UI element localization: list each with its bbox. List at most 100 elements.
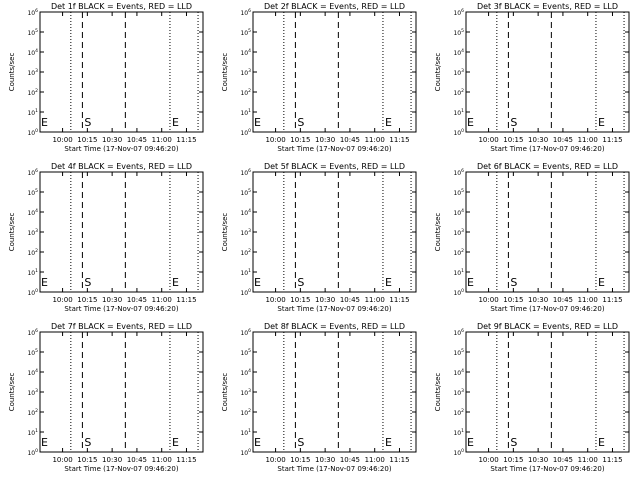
chart-title: Det 3f BLACK = Events, RED = LLD xyxy=(477,2,618,11)
y-tick-label: 105 xyxy=(240,188,251,197)
x-tick-label: 11:00 xyxy=(578,136,598,144)
x-tick-label: 10:45 xyxy=(127,456,147,464)
plot-frame xyxy=(465,171,630,293)
x-tick-label: 11:15 xyxy=(602,296,622,304)
marker-label-s: S xyxy=(297,276,304,289)
y-tick-label: 100 xyxy=(240,128,251,137)
x-tick-label: 10:30 xyxy=(528,296,548,304)
plot-frame xyxy=(252,171,417,293)
x-tick-label: 10:15 xyxy=(503,136,523,144)
y-tick-label: 101 xyxy=(27,428,38,437)
edge-annotation: E xyxy=(254,116,261,129)
chart-title: Det 6f BLACK = Events, RED = LLD xyxy=(477,162,618,171)
x-tick-label: 10:15 xyxy=(503,296,523,304)
x-tick-label: 10:30 xyxy=(102,136,122,144)
y-tick-label: 105 xyxy=(453,188,464,197)
x-tick-label: 10:00 xyxy=(265,456,285,464)
x-tick-label: 10:30 xyxy=(102,296,122,304)
x-tick-label: 11:00 xyxy=(365,456,385,464)
x-tick-label: 10:00 xyxy=(478,136,498,144)
x-tick-label: 10:15 xyxy=(77,136,97,144)
chart-title: Det 9f BLACK = Events, RED = LLD xyxy=(477,322,618,331)
chart-panel: Det 3f BLACK = Events, RED = LLD 100 101 10… xyxy=(434,2,630,153)
y-tick-label: 104 xyxy=(453,48,464,57)
marker-label-e: E xyxy=(385,436,392,449)
x-tick-label: 10:00 xyxy=(265,136,285,144)
y-tick-label: 100 xyxy=(453,128,464,137)
x-tick-label: 10:15 xyxy=(290,456,310,464)
x-tick-label: 11:15 xyxy=(602,456,622,464)
y-tick-label: 103 xyxy=(453,388,464,397)
y-tick-label: 101 xyxy=(453,268,464,277)
y-tick-label: 103 xyxy=(27,388,38,397)
plot-frame xyxy=(252,331,417,453)
marker-label-s: S xyxy=(84,116,91,129)
chart-panel: Det 4f BLACK = Events, RED = LLD 100 101 10… xyxy=(8,162,204,313)
x-tick-label: 11:15 xyxy=(389,296,409,304)
y-tick-label: 104 xyxy=(240,368,251,377)
marker-label-s: S xyxy=(510,436,517,449)
x-tick-label: 11:15 xyxy=(389,456,409,464)
y-tick-label: 106 xyxy=(453,168,464,177)
x-tick-label: 10:15 xyxy=(290,296,310,304)
x-tick-label: 11:15 xyxy=(389,136,409,144)
x-tick-label: 10:00 xyxy=(52,456,72,464)
marker-label-e: E xyxy=(598,436,605,449)
y-tick-label: 103 xyxy=(27,68,38,77)
y-tick-label: 106 xyxy=(240,8,251,17)
x-tick-label: 11:15 xyxy=(176,456,196,464)
y-tick-label: 106 xyxy=(27,328,38,337)
x-tick-label: 11:00 xyxy=(365,136,385,144)
marker-label-s: S xyxy=(510,276,517,289)
x-tick-label: 10:00 xyxy=(478,456,498,464)
y-tick-label: 102 xyxy=(240,88,251,97)
y-tick-label: 104 xyxy=(27,208,38,217)
y-axis-label: Counts/sec xyxy=(221,213,229,252)
y-axis-label: Counts/sec xyxy=(8,213,16,252)
y-tick-label: 103 xyxy=(240,228,251,237)
marker-label-e: E xyxy=(172,436,179,449)
x-tick-label: 11:00 xyxy=(152,296,172,304)
y-tick-label: 103 xyxy=(27,228,38,237)
y-axis-label: Counts/sec xyxy=(221,373,229,412)
plot-frame xyxy=(465,11,630,133)
y-axis-label: Counts/sec xyxy=(434,213,442,252)
y-tick-label: 103 xyxy=(453,68,464,77)
x-tick-label: 10:30 xyxy=(315,136,335,144)
y-tick-label: 100 xyxy=(27,448,38,457)
x-axis-label: Start Time (17-Nov-07 09:46:20) xyxy=(277,145,391,153)
x-tick-label: 10:45 xyxy=(340,136,360,144)
y-axis-label: Counts/sec xyxy=(434,53,442,92)
x-tick-label: 11:15 xyxy=(176,296,196,304)
y-tick-label: 100 xyxy=(240,448,251,457)
x-tick-label: 10:30 xyxy=(102,456,122,464)
y-tick-label: 103 xyxy=(240,388,251,397)
y-tick-label: 106 xyxy=(240,328,251,337)
edge-annotation: E xyxy=(41,116,48,129)
x-tick-label: 10:45 xyxy=(553,296,573,304)
edge-annotation: E xyxy=(254,276,261,289)
chart-title: Det 7f BLACK = Events, RED = LLD xyxy=(51,322,192,331)
chart-panel: Det 1f BLACK = Events, RED = LLD 100 101 10… xyxy=(8,2,204,153)
marker-label-s: S xyxy=(297,436,304,449)
marker-label-s: S xyxy=(510,116,517,129)
marker-label-s: S xyxy=(297,116,304,129)
y-tick-label: 104 xyxy=(240,208,251,217)
x-tick-label: 10:30 xyxy=(315,456,335,464)
x-axis-label: Start Time (17-Nov-07 09:46:20) xyxy=(277,305,391,313)
y-tick-label: 104 xyxy=(453,368,464,377)
x-tick-label: 10:00 xyxy=(52,296,72,304)
y-tick-label: 101 xyxy=(453,108,464,117)
x-tick-label: 10:45 xyxy=(340,296,360,304)
chart-panel: Det 2f BLACK = Events, RED = LLD 100 101 10… xyxy=(221,2,417,153)
x-tick-label: 10:15 xyxy=(290,136,310,144)
marker-label-e: E xyxy=(385,276,392,289)
y-tick-label: 102 xyxy=(453,88,464,97)
y-tick-label: 104 xyxy=(240,48,251,57)
y-tick-label: 102 xyxy=(240,408,251,417)
x-tick-label: 10:45 xyxy=(553,456,573,464)
marker-label-e: E xyxy=(598,276,605,289)
y-tick-label: 106 xyxy=(453,8,464,17)
y-tick-label: 102 xyxy=(240,248,251,257)
